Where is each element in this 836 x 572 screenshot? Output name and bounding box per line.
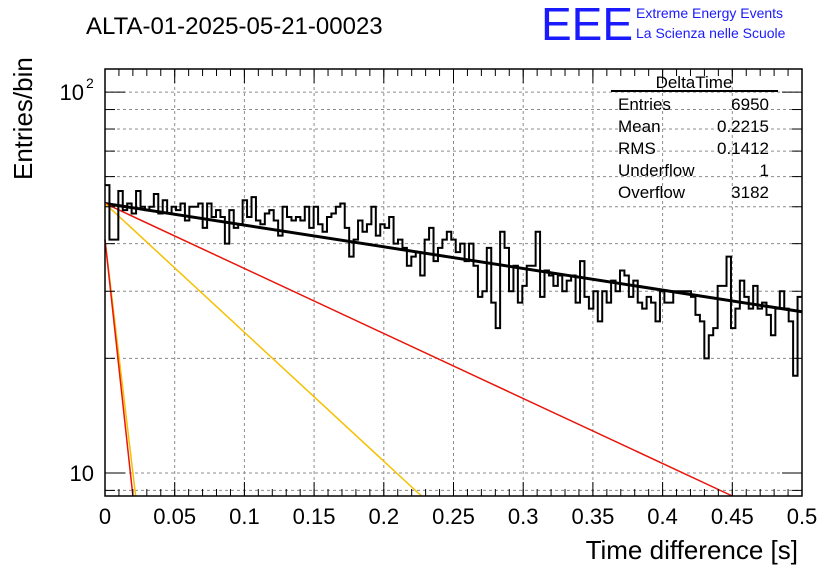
x-tick-label: 0.25	[432, 504, 475, 529]
fit-curve-3	[104, 202, 422, 497]
x-tick-label: 0	[99, 504, 111, 529]
stats-label: RMS	[618, 139, 656, 158]
stats-value: 1	[760, 161, 769, 180]
stats-title: DeltaTime	[656, 73, 733, 92]
fit-curves	[104, 202, 803, 497]
x-tick-label: 0.45	[711, 504, 754, 529]
stats-label: Underflow	[618, 161, 695, 180]
stats-value: 0.1412	[717, 139, 769, 158]
fit-curve-2	[104, 202, 733, 497]
stats-value: 0.2215	[717, 117, 769, 136]
y-tick-label: 10	[60, 80, 84, 105]
stats-label: Overflow	[618, 183, 686, 202]
stats-value: 6950	[731, 95, 769, 114]
stats-label: Entries	[618, 95, 671, 114]
y-tick-exponent: 2	[86, 75, 94, 91]
fit-curve-1	[104, 202, 803, 314]
stats-rows: Entries 6950 Mean 0.2215 RMS 0.1412 Underflow 1…	[618, 95, 769, 202]
fit-curve-5	[104, 239, 134, 497]
histogram-steps	[105, 184, 802, 377]
x-tick-label: 0.15	[293, 504, 336, 529]
y-tick-label: 10	[70, 461, 94, 486]
logo-line-2: La Scienza nelle Scuole	[636, 25, 786, 41]
x-tick-label: 0.35	[571, 504, 614, 529]
grid-lines	[105, 69, 802, 496]
x-tick-label: 0.4	[647, 504, 678, 529]
x-tick-label: 0.2	[369, 504, 400, 529]
logo-line-1: Extreme Energy Events	[636, 5, 783, 21]
eee-logo: EEE Extreme Energy Events La Scienza nel…	[541, 0, 786, 50]
histogram	[105, 184, 802, 377]
stats-label: Mean	[618, 117, 661, 136]
chart-title: ALTA-01-2025-05-21-00023	[86, 13, 383, 40]
stats-value: 3182	[731, 183, 769, 202]
axes	[104, 68, 803, 497]
x-axis-label: Time difference [s]	[586, 535, 798, 565]
eee-logo-mark: EEE	[541, 0, 633, 50]
x-tick-label: 0.3	[508, 504, 539, 529]
x-tick-label: 0.1	[229, 504, 260, 529]
tick-labels: 0 0.05 0.1 0.15 0.2 0.25 0.3 0.35 0.4 0.45 0.51010…	[60, 75, 818, 529]
y-axis-label: Entries/bin	[8, 57, 38, 180]
x-tick-label: 0.5	[787, 504, 818, 529]
stats-box: DeltaTime Entries 6950 Mean 0.2215 RMS 0.1412…	[611, 73, 778, 202]
x-tick-label: 0.05	[153, 504, 196, 529]
